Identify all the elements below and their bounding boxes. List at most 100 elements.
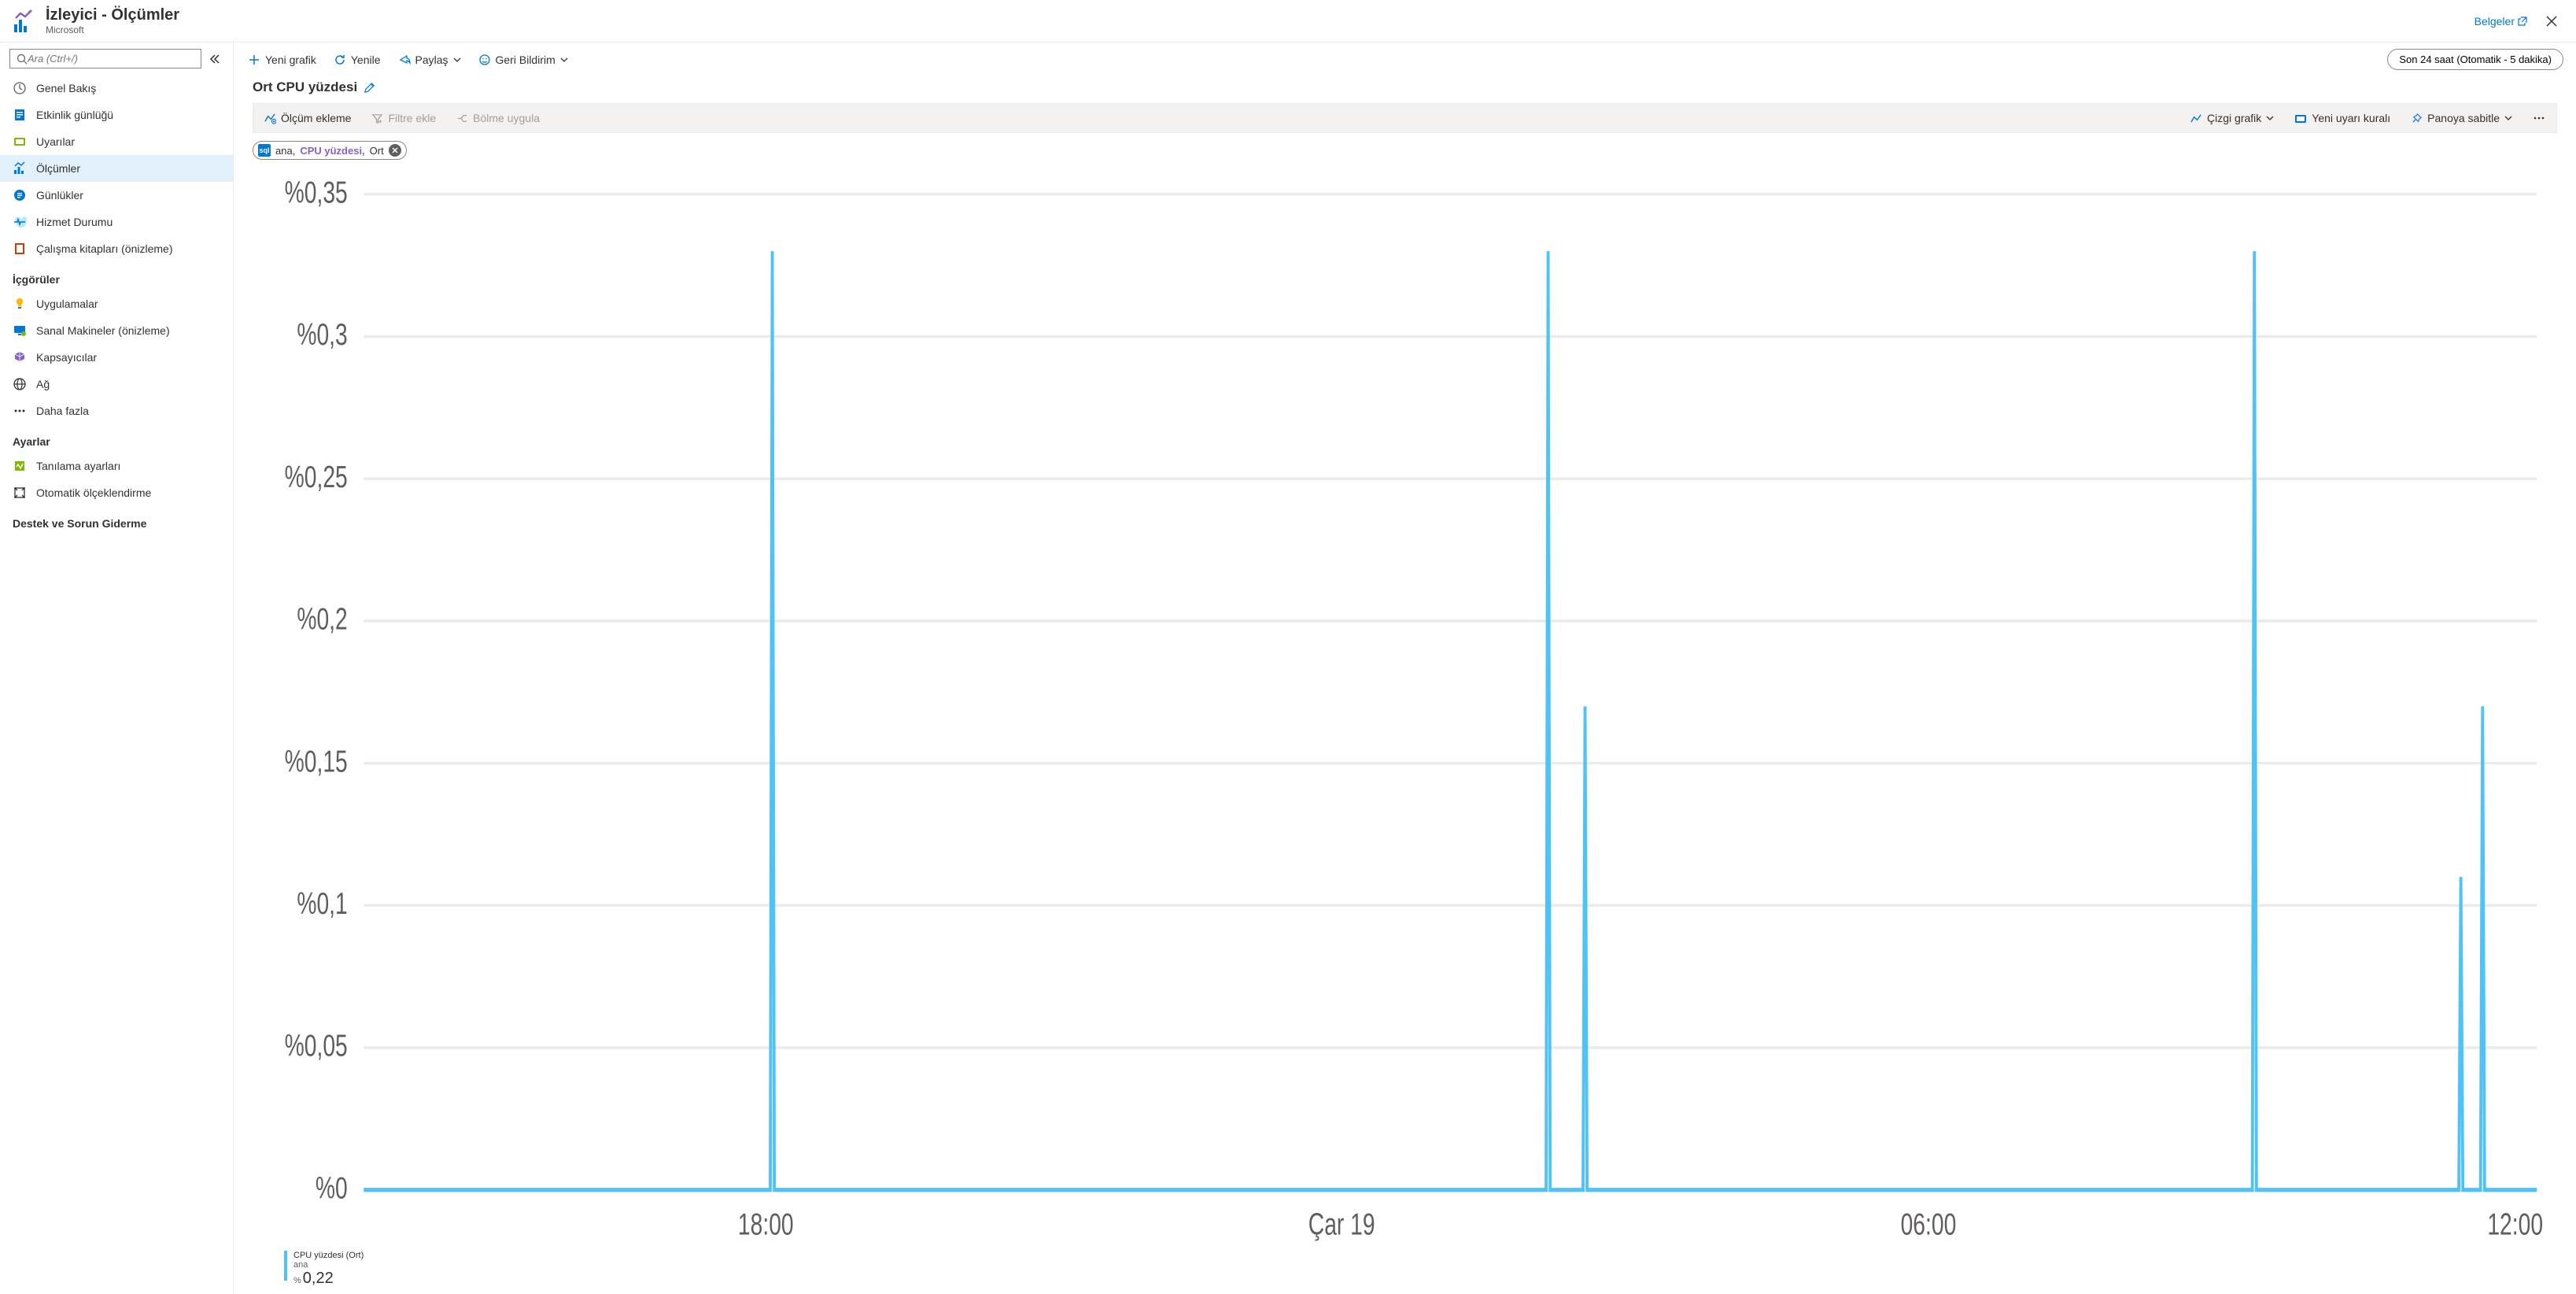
- sidebar-item-apps[interactable]: Uygulamalar: [0, 290, 233, 317]
- edit-title-button[interactable]: [364, 82, 375, 94]
- monitor-logo-icon: [13, 9, 38, 34]
- pin-to-dashboard-label: Panoya sabitle: [2427, 112, 2500, 124]
- feedback-button[interactable]: Geri Bildirim: [477, 50, 570, 69]
- add-metric-label: Ölçüm ekleme: [281, 112, 351, 124]
- page-header: İzleyici - Ölçümler Microsoft Belgeler: [0, 0, 2576, 43]
- sidebar-item-diag[interactable]: Tanılama ayarları: [0, 453, 233, 479]
- sidebar-item-network[interactable]: Ağ: [0, 371, 233, 397]
- sidebar-item-label: Daha fazla: [36, 405, 89, 417]
- legend-unit: %: [293, 1276, 301, 1285]
- docs-link-label: Belgeler: [2475, 15, 2515, 28]
- sidebar-item-label: Uygulamalar: [36, 298, 98, 310]
- chip-resource-label: ana,: [275, 145, 295, 157]
- close-button[interactable]: [2540, 13, 2563, 30]
- docs-link[interactable]: Belgeler: [2475, 15, 2527, 28]
- more-options-button[interactable]: [2528, 109, 2550, 128]
- sidebar-item-autoscale[interactable]: Otomatik ölçeklendirme: [0, 479, 233, 506]
- sidebar-item-health[interactable]: Hizmet Durumu: [0, 209, 233, 235]
- page-subtitle: Microsoft: [46, 24, 2475, 35]
- workbooks-icon: [13, 242, 27, 256]
- sidebar: Genel Bakış Etkinlik günlüğü Uyarılar Ölçüm…: [0, 43, 234, 1294]
- chart-type-button[interactable]: Çizgi grafik: [2186, 109, 2279, 128]
- health-icon: [13, 215, 27, 229]
- sidebar-item-label: Kapsayıcılar: [36, 351, 97, 364]
- chip-aggregation-label: Ort: [370, 145, 384, 157]
- chevron-down-icon: [2266, 114, 2274, 122]
- chart-title: Ort CPU yüzdesi: [253, 79, 357, 95]
- chart-area: %0,35%0,3%0,25%0,2%0,15%0,1%0,05%018:00Ç…: [234, 168, 2576, 1294]
- sidebar-item-label: Hizmet Durumu: [36, 216, 113, 228]
- chart-legend: CPU yüzdesi (Ort) ana % 0,22: [253, 1246, 2557, 1288]
- logs-icon: [13, 188, 27, 202]
- svg-text:%0,2: %0,2: [297, 602, 347, 637]
- sidebar-item-label: Ağ: [36, 378, 50, 390]
- sidebar-item-activity[interactable]: Etkinlik günlüğü: [0, 102, 233, 128]
- network-icon: [13, 377, 27, 391]
- activity-icon: [13, 108, 27, 122]
- svg-text:%0,15: %0,15: [285, 745, 348, 779]
- svg-text:%0,25: %0,25: [285, 460, 348, 494]
- ellipsis-icon: [2533, 112, 2545, 124]
- sidebar-item-overview[interactable]: Genel Bakış: [0, 75, 233, 102]
- svg-text:%0,05: %0,05: [285, 1029, 348, 1063]
- alerts-icon: [13, 135, 27, 149]
- search-input[interactable]: [28, 53, 194, 65]
- metrics-icon: [13, 161, 27, 176]
- split-icon: [456, 113, 468, 124]
- feedback-label: Geri Bildirim: [496, 54, 555, 66]
- share-button[interactable]: Paylaş: [397, 50, 463, 69]
- collapse-sidebar-button[interactable]: [206, 50, 223, 68]
- sidebar-item-label: Tanılama ayarları: [36, 460, 120, 472]
- sidebar-item-vms[interactable]: Sanal Makineler (önizleme): [0, 317, 233, 344]
- add-filter-label: Filtre ekle: [388, 112, 436, 124]
- overview-icon: [13, 81, 27, 95]
- sidebar-item-label: Etkinlik günlüğü: [36, 109, 113, 121]
- sidebar-item-label: Genel Bakış: [36, 82, 96, 94]
- diag-icon: [13, 459, 27, 473]
- plus-icon: [248, 54, 260, 66]
- new-alert-rule-button[interactable]: Yeni uyarı kuralı: [2290, 109, 2395, 128]
- chip-metric-label: CPU yüzdesi,: [300, 145, 364, 157]
- containers-icon: [13, 350, 27, 364]
- sidebar-item-metrics[interactable]: Ölçümler: [0, 155, 233, 182]
- filter-icon: [371, 113, 383, 124]
- svg-text:06:00: 06:00: [1901, 1207, 1957, 1242]
- sidebar-item-more[interactable]: Daha fazla: [0, 397, 233, 424]
- sidebar-item-label: Ölçümler: [36, 162, 80, 175]
- time-range-picker[interactable]: Son 24 saat (Otomatik - 5 dakika): [2387, 49, 2563, 70]
- legend-value: 0,22: [303, 1270, 334, 1288]
- legend-series-name: CPU yüzdesi (Ort): [293, 1251, 364, 1260]
- chart-type-label: Çizgi grafik: [2207, 112, 2261, 124]
- sidebar-item-containers[interactable]: Kapsayıcılar: [0, 344, 233, 371]
- chevron-down-icon: [2504, 114, 2512, 122]
- search-box[interactable]: [9, 49, 201, 68]
- external-link-icon: [2518, 17, 2527, 26]
- svg-text:%0,1: %0,1: [297, 887, 347, 922]
- chevron-down-icon: [560, 56, 568, 64]
- refresh-label: Yenile: [351, 54, 381, 66]
- refresh-icon: [334, 54, 346, 66]
- sidebar-item-logs[interactable]: Günlükler: [0, 182, 233, 209]
- new-chart-button[interactable]: Yeni grafik: [246, 50, 318, 69]
- sidebar-item-workbooks[interactable]: Çalışma kitapları (önizleme): [0, 235, 233, 262]
- refresh-button[interactable]: Yenile: [332, 50, 382, 69]
- pencil-icon: [364, 82, 375, 94]
- sidebar-item-label: Uyarılar: [36, 135, 75, 148]
- sidebar-item-alerts[interactable]: Uyarılar: [0, 128, 233, 155]
- remove-metric-button[interactable]: [389, 144, 401, 157]
- sidebar-item-label: Günlükler: [36, 189, 83, 201]
- more-icon: [13, 404, 27, 418]
- search-icon: [17, 54, 28, 65]
- svg-text:%0: %0: [316, 1171, 348, 1206]
- add-filter-button[interactable]: Filtre ekle: [367, 109, 441, 128]
- sql-resource-icon: sql: [258, 144, 271, 157]
- apply-splitting-button[interactable]: Bölme uygula: [452, 109, 544, 128]
- chevron-down-icon: [453, 56, 461, 64]
- add-metric-button[interactable]: Ölçüm ekleme: [260, 109, 356, 128]
- pin-to-dashboard-button[interactable]: Panoya sabitle: [2406, 109, 2517, 128]
- share-icon: [398, 54, 411, 66]
- sidebar-item-label: Çalışma kitapları (önizleme): [36, 242, 173, 255]
- new-chart-label: Yeni grafik: [265, 54, 316, 66]
- metric-chip[interactable]: sql ana, CPU yüzdesi, Ort: [253, 141, 407, 160]
- sidebar-item-label: Otomatik ölçeklendirme: [36, 486, 151, 499]
